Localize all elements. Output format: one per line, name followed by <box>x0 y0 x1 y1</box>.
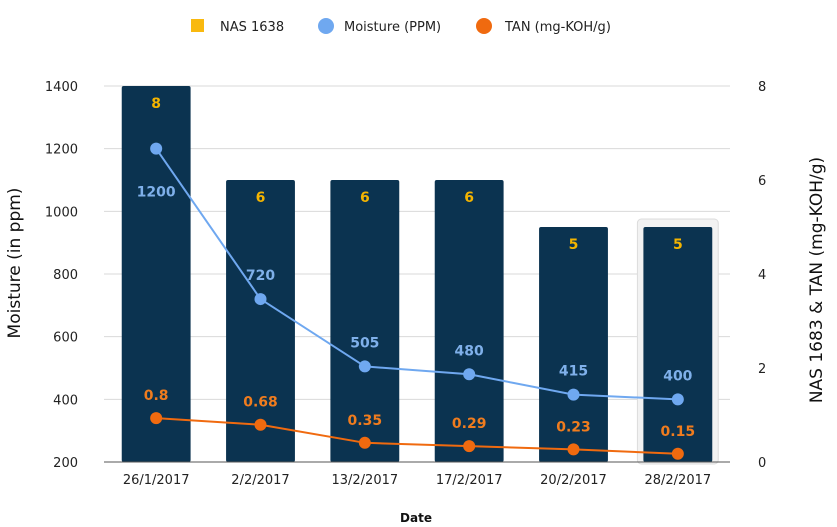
label-tan: 0.29 <box>452 416 487 432</box>
line-moisture <box>155 148 678 401</box>
label-moisture: 415 <box>559 364 588 380</box>
legend-label-nas: NAS 1638 <box>220 20 284 35</box>
point-moisture <box>150 142 163 155</box>
y-axis-title: Moisture (in ppm) <box>5 188 25 339</box>
label-moisture: 400 <box>663 368 692 384</box>
grid-lines <box>104 85 730 463</box>
y2-tick-label: 0 <box>758 456 766 471</box>
label-tan: 0.35 <box>348 413 383 429</box>
label-tan: 0.68 <box>243 395 278 411</box>
label-tan: 0.8 <box>144 388 169 404</box>
legend-label-moisture: Moisture (PPM) <box>344 20 441 35</box>
bar-nas <box>121 86 191 462</box>
legend-swatch-nas <box>191 19 204 32</box>
line-tan <box>156 417 678 455</box>
x-tick-label: 13/2/2017 <box>331 473 398 488</box>
label-moisture: 1200 <box>137 185 176 201</box>
series-lines <box>150 142 684 460</box>
point-tan <box>150 412 163 425</box>
bar-nas <box>330 180 400 462</box>
bar-nas <box>643 227 713 462</box>
axes: 200 400 600 800 1000 1200 1400 0 2 4 6 8 26/1/2017 2/… <box>45 80 766 488</box>
x-tick-label: 20/2/2017 <box>540 473 607 488</box>
data-labels: 8 6 6 6 5 5 1200 720 505 480 415 400 0.8 0.68 0.35 0.29… <box>137 96 695 440</box>
y2-tick-label: 6 <box>758 174 766 189</box>
bar-label-nas: 5 <box>569 237 579 253</box>
point-moisture <box>254 293 267 306</box>
bar-nas <box>539 227 608 462</box>
point-moisture <box>463 368 476 381</box>
y-tick-label: 200 <box>53 456 78 471</box>
bar-nas <box>226 180 295 462</box>
point-tan <box>567 443 580 456</box>
y-tick-label: 800 <box>53 268 78 283</box>
y2-tick-label: 8 <box>758 80 766 95</box>
x-tick-label: 26/1/2017 <box>123 473 190 488</box>
point-tan <box>463 440 476 453</box>
legend-label-tan: TAN (mg-KOH/g) <box>504 20 611 35</box>
legend-swatch-tan <box>476 18 492 34</box>
y2-tick-label: 2 <box>758 362 766 377</box>
bar-label-nas: 6 <box>464 190 474 206</box>
point-tan <box>358 436 371 449</box>
label-moisture: 505 <box>350 335 379 351</box>
label-moisture: 720 <box>246 268 275 284</box>
y-tick-label: 400 <box>53 393 78 408</box>
label-moisture: 480 <box>455 343 484 359</box>
point-tan <box>671 447 684 460</box>
y2-axis-title: NAS 1683 & TAN (mg-KOH/g) <box>807 157 827 403</box>
y-tick-label: 1000 <box>45 205 78 220</box>
x-tick-label: 2/2/2017 <box>231 473 289 488</box>
label-tan: 0.23 <box>556 419 591 435</box>
legend: NAS 1638 Moisture (PPM) TAN (mg-KOH/g) <box>191 18 611 35</box>
x-tick-label: 28/2/2017 <box>644 473 711 488</box>
legend-swatch-moisture <box>318 18 334 34</box>
y2-tick-label: 4 <box>758 268 766 283</box>
bar-nas <box>434 180 504 462</box>
y-tick-label: 1200 <box>45 143 78 158</box>
bars <box>121 86 713 462</box>
x-axis-title: Date <box>400 511 432 525</box>
point-moisture <box>358 360 371 373</box>
point-moisture <box>671 393 684 406</box>
point-moisture <box>567 388 580 401</box>
y-tick-label: 600 <box>53 331 78 346</box>
bar-label-nas: 5 <box>673 237 683 253</box>
y-tick-label: 1400 <box>45 80 78 95</box>
label-tan: 0.15 <box>661 424 696 440</box>
bar-label-nas: 8 <box>151 96 161 112</box>
x-tick-label: 17/2/2017 <box>436 473 503 488</box>
bar-label-nas: 6 <box>360 190 370 206</box>
point-tan <box>254 418 267 431</box>
bar-label-nas: 6 <box>256 190 266 206</box>
